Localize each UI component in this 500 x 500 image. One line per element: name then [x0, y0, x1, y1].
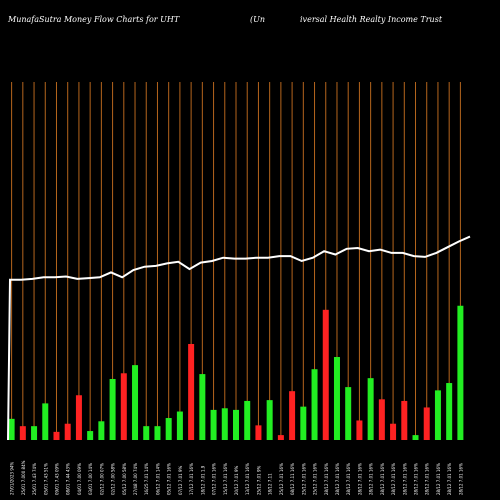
x-tick-label: 28/12 7.01 16%	[335, 463, 340, 495]
money-flow-bar	[176, 411, 183, 440]
money-flow-bar	[109, 378, 116, 440]
money-flow-bar	[8, 418, 15, 440]
money-flow-bar	[199, 374, 206, 440]
x-tick-label: 15/12 7.01 16%	[223, 463, 228, 495]
bar-layer	[8, 305, 464, 440]
money-flow-bar	[300, 406, 307, 440]
x-tick-label: 05/12 7.00 58%	[122, 463, 127, 495]
x-tick-label: 28/12 7.01 16%	[402, 463, 407, 495]
money-flow-bar	[345, 387, 352, 440]
x-tick-label: 28/12 7.01 16%	[357, 463, 362, 495]
money-flow-bar	[75, 395, 82, 440]
money-flow-bar	[221, 408, 228, 440]
title-middle: (Un	[250, 15, 266, 24]
x-tick-label: 08/12 7.11 16%	[290, 463, 295, 495]
money-flow-bar	[143, 426, 150, 440]
money-flow-bar	[19, 426, 26, 440]
x-tick-label: 28/12 7.01 16%	[369, 463, 374, 495]
x-tick-label: 06/12 7.01 14%	[155, 463, 160, 495]
money-flow-bar	[277, 435, 284, 440]
x-tick-label: 28/12 7.01 16%	[436, 463, 441, 495]
line-layer	[7, 235, 471, 441]
money-flow-bar	[244, 400, 251, 440]
x-tick-label: 07/12 7.01 16%	[212, 463, 217, 495]
x-tick-label: 25/12 7.01 16%	[279, 463, 284, 495]
x-tick-label: 05/01 7.43 51%	[43, 463, 48, 495]
x-tick-label: 02/12 7.00 58%	[111, 463, 116, 495]
title-right: iversal Health Realty Income Trust	[300, 15, 443, 24]
x-tick-label: 09/01 7.43 09%	[54, 463, 59, 495]
money-flow-bar	[412, 435, 419, 440]
money-flow-bar	[434, 390, 441, 440]
label-layer: 27/01/2023 94% 25/01 7.000 84% 25/01 7.43 …	[10, 460, 464, 495]
x-tick-label: 25/12 7.01 9%	[256, 465, 261, 495]
x-tick-label: 17/12 7.01 16%	[189, 463, 194, 495]
x-tick-label: 25/01 7.000 84%	[21, 460, 26, 495]
grid-layer	[11, 82, 461, 440]
money-flow-bar	[120, 373, 127, 440]
x-tick-label: 28/12 7.01 16%	[391, 463, 396, 495]
money-flow-bar	[42, 403, 49, 440]
x-tick-label: 28/12 7.01 16%	[414, 463, 419, 495]
money-flow-bar	[31, 426, 38, 440]
money-flow-bar	[154, 426, 161, 440]
x-tick-label: 05/12 7.01 16%	[167, 463, 172, 495]
x-tick-label: 28/12 7.01 16%	[425, 463, 430, 495]
x-tick-label: 28/12 7.01 16%	[324, 463, 329, 495]
x-tick-label: 28/12 7.01 16%	[380, 463, 385, 495]
x-tick-label: 16/25 7.01 14%	[144, 463, 149, 495]
money-flow-bar	[457, 305, 464, 440]
title-left: MunafaSutra Money Flow Charts for UHT	[8, 15, 180, 24]
money-flow-bar	[289, 391, 296, 440]
x-tick-label: 04/01 7.00 09%	[77, 463, 82, 495]
x-tick-label: 27/01/2023 94%	[10, 462, 15, 495]
x-tick-label: 25/12 7.01 16%	[301, 463, 306, 495]
x-tick-label: 27/48 7.00 74%	[133, 463, 138, 495]
money-flow-bar	[53, 431, 60, 440]
x-tick-label: 18/12 7.11	[268, 473, 273, 495]
money-flow-bar	[378, 399, 385, 440]
x-tick-label: 07/12 7.01 9%	[178, 465, 183, 495]
money-flow-bar	[64, 423, 71, 440]
money-flow-bar	[356, 420, 363, 440]
x-tick-label: 28/12 7.01 16%	[458, 463, 463, 495]
money-flow-bar	[188, 343, 195, 440]
money-flow-bar	[333, 357, 340, 440]
money-flow-bar	[401, 400, 408, 440]
money-flow-bar	[255, 425, 262, 440]
x-tick-label: 03/01 7.00 14%	[88, 463, 93, 495]
money-flow-bar	[132, 365, 139, 440]
x-tick-label: 25/12 7.01 16%	[313, 463, 318, 495]
money-flow-bar	[446, 383, 453, 440]
money-flow-bar	[98, 421, 105, 440]
chart-title: MunafaSutra Money Flow Charts for UHT (U…	[0, 0, 500, 30]
money-flow-bar	[266, 400, 273, 440]
money-flow-bar	[165, 418, 172, 440]
money-flow-bar	[390, 423, 397, 440]
x-tick-label: 13/12 7.01 16%	[245, 463, 250, 495]
x-tick-label: 28/12 7.01 16%	[447, 463, 452, 495]
money-flow-bar	[322, 309, 329, 440]
x-tick-label: 08/01 7.44 43%	[66, 463, 71, 495]
money-flow-bar	[367, 378, 374, 440]
x-tick-label: 18/12 7.01 1.9	[200, 465, 205, 495]
money-flow-bar	[87, 431, 94, 440]
money-flow-bar	[311, 369, 318, 440]
x-tick-label: 20/12 7.01 9%	[234, 465, 239, 495]
money-flow-bar	[210, 409, 217, 440]
x-tick-label: 28/12 7.01 16%	[346, 463, 351, 495]
money-flow-bar	[233, 409, 239, 440]
x-tick-label: 02/12 7.00 07%	[99, 463, 104, 495]
price-line	[7, 235, 471, 441]
money-flow-bar	[423, 407, 430, 440]
x-tick-label: 25/01 7.43 74%	[32, 463, 37, 495]
